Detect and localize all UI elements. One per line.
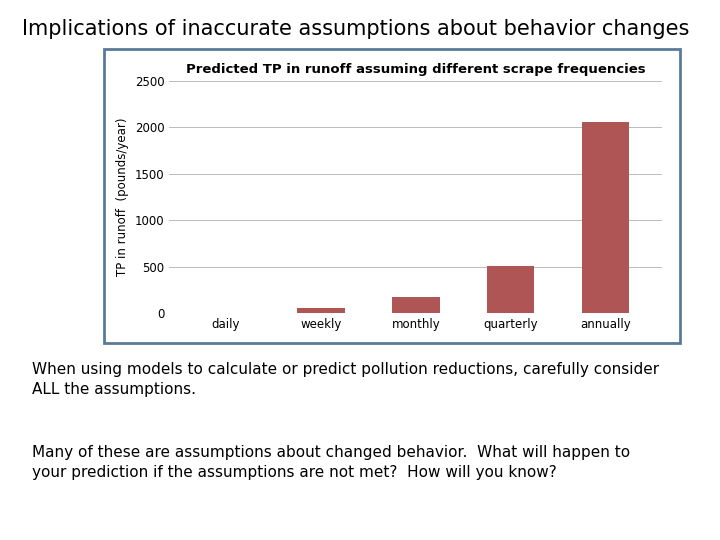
Title: Predicted TP in runoff assuming different scrape frequencies: Predicted TP in runoff assuming differen… xyxy=(186,63,646,76)
Y-axis label: TP in runoff  (pounds/year): TP in runoff (pounds/year) xyxy=(116,118,129,276)
Text: Implications of inaccurate assumptions about behavior changes: Implications of inaccurate assumptions a… xyxy=(22,19,689,39)
Text: Many of these are assumptions about changed behavior.  What will happen to
your : Many of these are assumptions about chan… xyxy=(32,446,631,480)
Bar xyxy=(297,308,345,313)
Text: When using models to calculate or predict pollution reductions, carefully consid: When using models to calculate or predic… xyxy=(32,362,660,396)
Bar xyxy=(582,122,629,313)
Bar xyxy=(392,298,439,313)
Bar xyxy=(487,266,534,313)
